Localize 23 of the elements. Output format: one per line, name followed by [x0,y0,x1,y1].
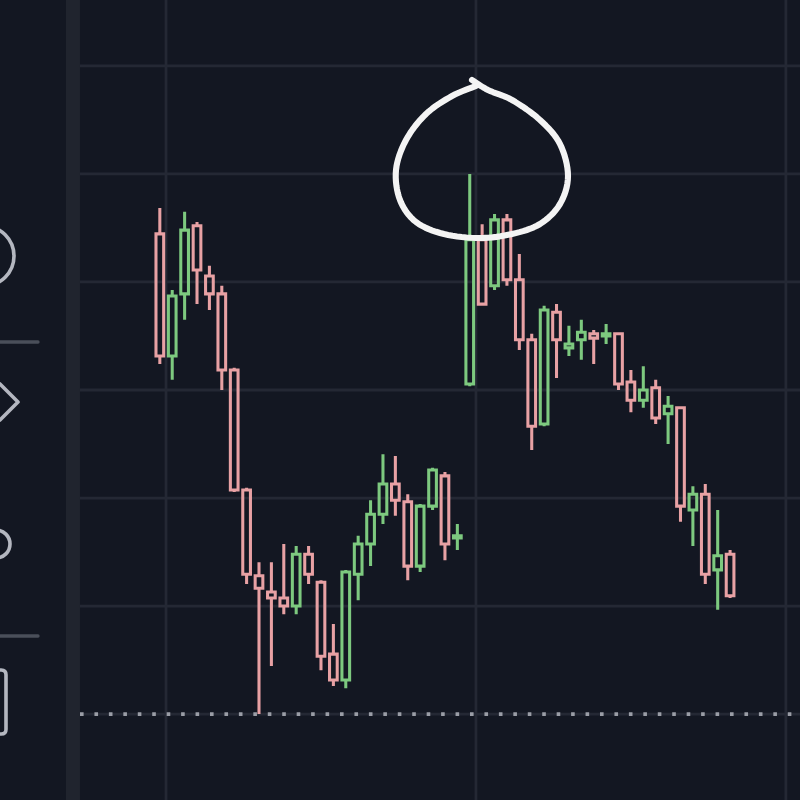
candlestick [191,220,203,306]
candlestick [687,484,699,548]
candlestick [551,302,562,380]
candlestick [675,404,686,524]
candlestick [650,378,662,426]
candlestick [476,222,488,306]
candlestick [563,324,575,358]
candlestick [464,172,476,388]
candlestick [600,322,612,346]
candlestick [451,522,463,552]
candlestick [538,304,550,428]
candlestick [637,364,649,410]
candlestick [588,328,600,366]
candlestick [303,544,314,586]
candlestick [290,544,302,616]
candlestick [724,548,736,600]
candlestick [489,212,500,292]
candlestick [439,470,451,562]
candlestick [699,482,711,586]
candlestick [662,394,674,446]
candlestick [712,508,724,612]
candlestick [154,206,166,366]
candlestick [575,318,587,362]
